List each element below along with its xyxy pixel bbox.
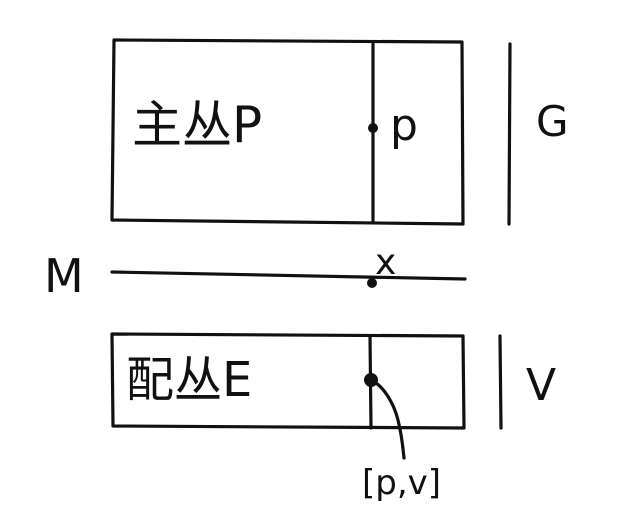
principal-point-dot <box>368 123 378 133</box>
base-manifold-label: M <box>44 249 84 303</box>
typical-fiber-label: V <box>526 360 556 411</box>
principal-bundle-box <box>110 38 465 226</box>
associated-bundle: 配丛E [p,v] <box>110 332 466 503</box>
associated-point-label: [p,v] <box>362 463 441 503</box>
base-manifold-line <box>110 270 467 281</box>
associated-bundle-box <box>110 332 466 430</box>
typical-fiber: V <box>498 334 556 430</box>
principal-bundle: 主丛P p <box>110 38 465 226</box>
associated-bundle-label: 配丛E <box>126 352 252 408</box>
principal-bundle-label: 主丛P <box>132 96 262 154</box>
base-point-label: x <box>375 242 396 283</box>
base-manifold: M x <box>44 242 467 303</box>
principal-point-label: p <box>390 100 418 151</box>
structure-group: G <box>507 42 569 226</box>
associated-point-pointer <box>369 378 406 460</box>
group-fiber-line <box>507 42 512 226</box>
base-point-dot <box>367 278 377 288</box>
group-label: G <box>536 97 569 146</box>
typical-fiber-line <box>498 334 503 430</box>
